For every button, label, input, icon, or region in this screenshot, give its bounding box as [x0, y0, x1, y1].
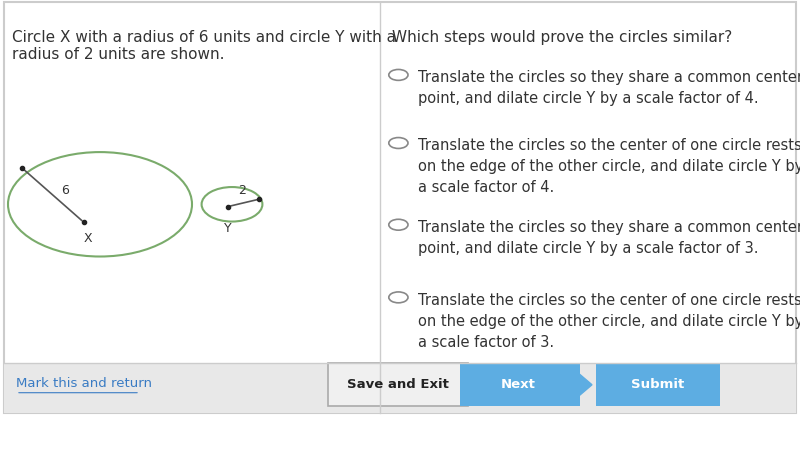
Text: Translate the circles so they share a common center
point, and dilate circle Y b: Translate the circles so they share a co…	[418, 70, 800, 106]
Text: Save and Exit: Save and Exit	[347, 378, 450, 391]
Text: Y: Y	[224, 222, 232, 236]
Text: Translate the circles so the center of one circle rests
on the edge of the other: Translate the circles so the center of o…	[418, 138, 800, 196]
FancyBboxPatch shape	[4, 363, 796, 413]
Text: Mark this and return: Mark this and return	[16, 377, 152, 390]
Text: Translate the circles so the center of one circle rests
on the edge of the other: Translate the circles so the center of o…	[418, 293, 800, 350]
Text: Submit: Submit	[631, 378, 684, 391]
Polygon shape	[572, 368, 592, 402]
Text: Translate the circles so they share a common center
point, and dilate circle Y b: Translate the circles so they share a co…	[418, 220, 800, 256]
Text: 2: 2	[238, 184, 246, 197]
FancyBboxPatch shape	[328, 363, 468, 406]
Text: Next: Next	[501, 378, 536, 391]
FancyBboxPatch shape	[460, 363, 580, 406]
FancyBboxPatch shape	[596, 363, 720, 406]
FancyBboxPatch shape	[4, 2, 796, 413]
Text: Circle X with a radius of 6 units and circle Y with a
radius of 2 units are show: Circle X with a radius of 6 units and ci…	[12, 30, 396, 62]
Text: Which steps would prove the circles similar?: Which steps would prove the circles simi…	[392, 30, 732, 44]
Text: X: X	[84, 232, 92, 245]
Text: 6: 6	[61, 184, 69, 197]
